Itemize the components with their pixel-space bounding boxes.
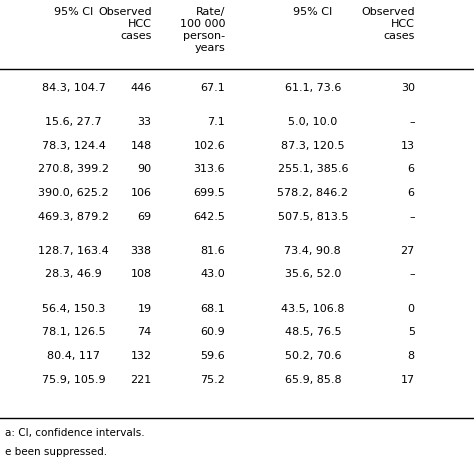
Text: 255.1, 385.6: 255.1, 385.6 — [278, 164, 348, 174]
Text: 5.0, 10.0: 5.0, 10.0 — [288, 117, 337, 127]
Text: 0: 0 — [408, 303, 415, 314]
Text: 8: 8 — [408, 351, 415, 361]
Text: 128.7, 163.4: 128.7, 163.4 — [38, 246, 109, 256]
Text: 6: 6 — [408, 164, 415, 174]
Text: 30: 30 — [401, 82, 415, 93]
Text: 48.5, 76.5: 48.5, 76.5 — [284, 327, 341, 337]
Text: 73.4, 90.8: 73.4, 90.8 — [284, 246, 341, 256]
Text: Observed
HCC
cases: Observed HCC cases — [361, 7, 415, 41]
Text: Rate/
100 000
person-
years: Rate/ 100 000 person- years — [180, 7, 225, 53]
Text: 28.3, 46.9: 28.3, 46.9 — [45, 269, 102, 280]
Text: 507.5, 813.5: 507.5, 813.5 — [278, 211, 348, 222]
Text: 35.6, 52.0: 35.6, 52.0 — [285, 269, 341, 280]
Text: e been suppressed.: e been suppressed. — [5, 447, 107, 457]
Text: 87.3, 120.5: 87.3, 120.5 — [281, 140, 345, 151]
Text: 132: 132 — [130, 351, 152, 361]
Text: 78.3, 124.4: 78.3, 124.4 — [42, 140, 105, 151]
Text: 84.3, 104.7: 84.3, 104.7 — [42, 82, 105, 93]
Text: 338: 338 — [130, 246, 152, 256]
Text: –: – — [409, 117, 415, 127]
Text: a: CI, confidence intervals.: a: CI, confidence intervals. — [5, 428, 145, 438]
Text: 59.6: 59.6 — [201, 351, 225, 361]
Text: 75.9, 105.9: 75.9, 105.9 — [42, 374, 105, 385]
Text: 33: 33 — [137, 117, 152, 127]
Text: 6: 6 — [408, 188, 415, 198]
Text: 75.2: 75.2 — [201, 374, 225, 385]
Text: 50.2, 70.6: 50.2, 70.6 — [284, 351, 341, 361]
Text: 95% CI: 95% CI — [54, 7, 93, 17]
Text: 43.0: 43.0 — [201, 269, 225, 280]
Text: 270.8, 399.2: 270.8, 399.2 — [38, 164, 109, 174]
Text: 469.3, 879.2: 469.3, 879.2 — [38, 211, 109, 222]
Text: 19: 19 — [137, 303, 152, 314]
Text: 13: 13 — [401, 140, 415, 151]
Text: 5: 5 — [408, 327, 415, 337]
Text: 221: 221 — [130, 374, 152, 385]
Text: –: – — [409, 269, 415, 280]
Text: 313.6: 313.6 — [193, 164, 225, 174]
Text: 43.5, 106.8: 43.5, 106.8 — [281, 303, 345, 314]
Text: 56.4, 150.3: 56.4, 150.3 — [42, 303, 105, 314]
Text: 81.6: 81.6 — [201, 246, 225, 256]
Text: 78.1, 126.5: 78.1, 126.5 — [42, 327, 105, 337]
Text: 61.1, 73.6: 61.1, 73.6 — [285, 82, 341, 93]
Text: 69: 69 — [137, 211, 152, 222]
Text: 699.5: 699.5 — [193, 188, 225, 198]
Text: 642.5: 642.5 — [193, 211, 225, 222]
Text: 106: 106 — [131, 188, 152, 198]
Text: 80.4, 117: 80.4, 117 — [47, 351, 100, 361]
Text: 95% CI: 95% CI — [293, 7, 332, 17]
Text: 578.2, 846.2: 578.2, 846.2 — [277, 188, 348, 198]
Text: 27: 27 — [401, 246, 415, 256]
Text: 446: 446 — [130, 82, 152, 93]
Text: –: – — [409, 211, 415, 222]
Text: 60.9: 60.9 — [201, 327, 225, 337]
Text: 148: 148 — [130, 140, 152, 151]
Text: 108: 108 — [130, 269, 152, 280]
Text: 68.1: 68.1 — [201, 303, 225, 314]
Text: 17: 17 — [401, 374, 415, 385]
Text: 90: 90 — [137, 164, 152, 174]
Text: 390.0, 625.2: 390.0, 625.2 — [38, 188, 109, 198]
Text: 65.9, 85.8: 65.9, 85.8 — [284, 374, 341, 385]
Text: 15.6, 27.7: 15.6, 27.7 — [45, 117, 102, 127]
Text: 102.6: 102.6 — [193, 140, 225, 151]
Text: 67.1: 67.1 — [201, 82, 225, 93]
Text: 7.1: 7.1 — [208, 117, 225, 127]
Text: 74: 74 — [137, 327, 152, 337]
Text: Observed
HCC
cases: Observed HCC cases — [98, 7, 152, 41]
